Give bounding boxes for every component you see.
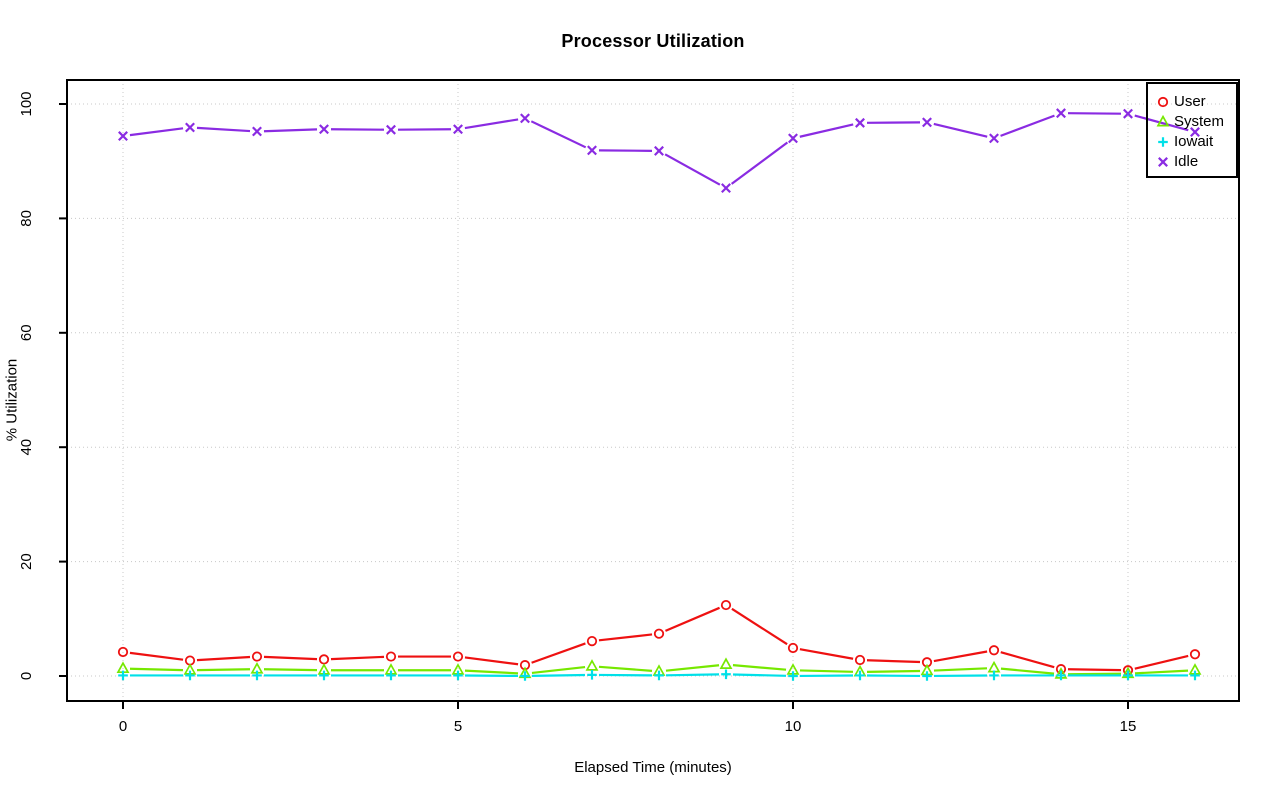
y-tick-label: 60 bbox=[18, 324, 35, 341]
x-tick-label: 10 bbox=[785, 718, 802, 735]
legend-triangle-icon bbox=[1156, 114, 1170, 127]
x-tick-label: 0 bbox=[119, 718, 127, 735]
y-tick-label: 40 bbox=[18, 439, 35, 456]
y-tick-label: 0 bbox=[18, 672, 35, 680]
x-tick-label: 5 bbox=[454, 718, 462, 735]
legend-entry-iowait: Iowait bbox=[1153, 132, 1236, 152]
gridlines bbox=[67, 80, 1239, 701]
legend-label: User bbox=[1174, 93, 1206, 110]
y-tick-label: 100 bbox=[18, 91, 35, 116]
y-axis-label: % Utilization bbox=[3, 358, 21, 442]
legend-entry-idle: Idle bbox=[1153, 152, 1236, 172]
legend-entry-system: System bbox=[1153, 112, 1236, 132]
series-idle-line bbox=[118, 108, 1200, 194]
legend-label: Iowait bbox=[1174, 133, 1214, 150]
axis-ticks: 0 5 10 15 0 20 40 60 80 100 bbox=[18, 91, 1136, 735]
x-tick-label: 15 bbox=[1120, 718, 1137, 735]
legend-entry-user: User bbox=[1153, 92, 1236, 112]
legend-circle-icon bbox=[1157, 96, 1169, 108]
series-user-line bbox=[117, 599, 1201, 676]
legend-x-icon bbox=[1158, 157, 1168, 167]
x-axis-label: Elapsed Time (minutes) bbox=[574, 759, 732, 776]
legend-plus-icon bbox=[1158, 137, 1168, 147]
y-tick-label: 80 bbox=[18, 210, 35, 227]
legend-label: System bbox=[1174, 113, 1225, 130]
plot-border bbox=[66, 79, 1240, 702]
series-system-line bbox=[116, 657, 1202, 679]
chart-title: Processor Utilization bbox=[561, 31, 745, 51]
y-tick-label: 20 bbox=[18, 553, 35, 570]
series-iowait-line bbox=[118, 669, 1200, 681]
legend: User System Iowait Idle bbox=[1146, 82, 1238, 178]
legend-label: Idle bbox=[1174, 153, 1199, 170]
